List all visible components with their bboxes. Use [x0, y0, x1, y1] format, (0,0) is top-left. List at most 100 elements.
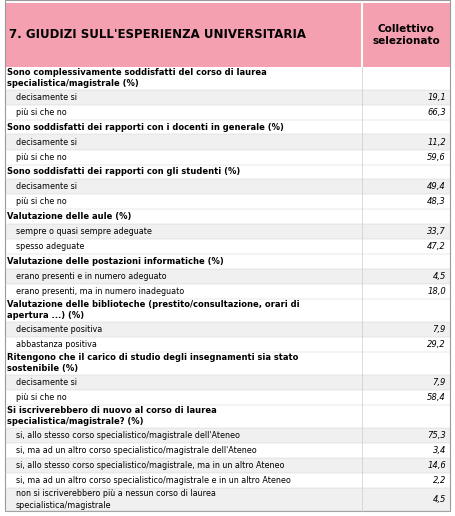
Bar [362, 336, 450, 352]
Text: 7. GIUDIZI SULL'ESPERIENZA UNIVERSITARIA: 7. GIUDIZI SULL'ESPERIENZA UNIVERSITARIA [9, 28, 306, 41]
Bar [5, 428, 362, 443]
Bar [5, 90, 362, 105]
Text: si, ma ad un altro corso specialistico/magistrale e in un altro Ateneo: si, ma ad un altro corso specialistico/m… [16, 476, 291, 485]
Text: più si che no: più si che no [16, 153, 67, 162]
Bar [5, 299, 362, 321]
Bar [362, 254, 450, 268]
Bar [5, 488, 362, 511]
Text: non si iscriverebbero più a nessun corso di laurea
specialistica/magistrale: non si iscriverebbero più a nessun corso… [16, 490, 216, 509]
Text: decisamente si: decisamente si [16, 378, 77, 386]
Bar [5, 473, 362, 488]
Text: abbastanza positiva: abbastanza positiva [16, 340, 97, 349]
Bar [5, 336, 362, 352]
Text: più si che no: più si che no [16, 108, 67, 117]
Text: decisamente si: decisamente si [16, 182, 77, 191]
Bar [362, 3, 450, 67]
Bar [362, 428, 450, 443]
Text: 58,4: 58,4 [427, 393, 446, 402]
Text: 66,3: 66,3 [427, 108, 446, 117]
Text: Sono complessivamente soddisfatti del corso di laurea
specialistica/magistrale (: Sono complessivamente soddisfatti del co… [7, 69, 267, 88]
Text: Ritengono che il carico di studio degli insegnamenti sia stato
sostenibile (%): Ritengono che il carico di studio degli … [7, 353, 298, 373]
Text: Sono soddisfatti dei rapporti con i docenti in generale (%): Sono soddisfatti dei rapporti con i doce… [7, 123, 284, 132]
Text: più si che no: più si che no [16, 393, 67, 402]
Text: 49,4: 49,4 [427, 182, 446, 191]
Bar [5, 105, 362, 120]
Bar [362, 375, 450, 390]
Text: Valutazione delle aule (%): Valutazione delle aule (%) [7, 212, 131, 221]
Text: 14,6: 14,6 [427, 461, 446, 470]
Bar [5, 135, 362, 150]
Bar [5, 67, 362, 90]
Bar [5, 239, 362, 254]
Text: Sono soddisfatti dei rapporti con gli studenti (%): Sono soddisfatti dei rapporti con gli st… [7, 168, 240, 176]
Bar [5, 3, 450, 67]
Bar [5, 150, 362, 165]
Bar [362, 120, 450, 135]
Text: 47,2: 47,2 [427, 242, 446, 251]
Bar [362, 473, 450, 488]
Text: si, ma ad un altro corso specialistico/magistrale dell'Ateneo: si, ma ad un altro corso specialistico/m… [16, 446, 257, 455]
Text: 48,3: 48,3 [427, 198, 446, 206]
Bar [362, 299, 450, 321]
Text: spesso adeguate: spesso adeguate [16, 242, 84, 251]
Bar [362, 179, 450, 195]
Bar [5, 195, 362, 209]
Bar [362, 488, 450, 511]
Text: 4,5: 4,5 [433, 271, 446, 281]
Text: si, allo stesso corso specialistico/magistrale dell'Ateneo: si, allo stesso corso specialistico/magi… [16, 431, 240, 440]
Text: 19,1: 19,1 [427, 93, 446, 102]
Bar [5, 390, 362, 405]
Text: 11,2: 11,2 [427, 138, 446, 147]
Bar [362, 390, 450, 405]
Text: decisamente positiva: decisamente positiva [16, 325, 102, 334]
Bar [362, 405, 450, 428]
Bar [5, 254, 362, 268]
Text: 7,9: 7,9 [433, 378, 446, 386]
Bar [5, 405, 362, 428]
Bar [362, 209, 450, 224]
Bar [362, 458, 450, 473]
Bar [5, 284, 362, 299]
Text: erano presenti, ma in numero inadeguato: erano presenti, ma in numero inadeguato [16, 287, 184, 296]
Bar [362, 135, 450, 150]
Text: 7,9: 7,9 [433, 325, 446, 334]
Text: si, allo stesso corso specialistico/magistrale, ma in un altro Ateneo: si, allo stesso corso specialistico/magi… [16, 461, 284, 470]
Text: decisamente si: decisamente si [16, 93, 77, 102]
Bar [362, 195, 450, 209]
Text: 75,3: 75,3 [427, 431, 446, 440]
Bar [5, 165, 362, 179]
Text: sempre o quasi sempre adeguate: sempre o quasi sempre adeguate [16, 227, 152, 236]
Bar [362, 224, 450, 239]
Bar [5, 120, 362, 135]
Bar [362, 150, 450, 165]
Bar [362, 443, 450, 458]
Text: decisamente si: decisamente si [16, 138, 77, 147]
Text: 59,6: 59,6 [427, 153, 446, 162]
Bar [362, 105, 450, 120]
Text: 2,2: 2,2 [433, 476, 446, 485]
Bar [5, 458, 362, 473]
Bar [5, 443, 362, 458]
Bar [5, 352, 362, 375]
Bar [362, 90, 450, 105]
Bar [5, 321, 362, 336]
Bar [362, 321, 450, 336]
Bar [362, 352, 450, 375]
Bar [5, 268, 362, 284]
Text: 33,7: 33,7 [427, 227, 446, 236]
Text: 29,2: 29,2 [427, 340, 446, 349]
Bar [5, 209, 362, 224]
Text: Collettivo
selezionato: Collettivo selezionato [372, 24, 440, 45]
Text: Valutazione delle biblioteche (prestito/consultazione, orari di
apertura ...) (%: Valutazione delle biblioteche (prestito/… [7, 300, 299, 320]
Text: Si iscriverebbero di nuovo al corso di laurea
specialistica/magistrale? (%): Si iscriverebbero di nuovo al corso di l… [7, 406, 217, 426]
Bar [362, 239, 450, 254]
Text: erano presenti e in numero adeguato: erano presenti e in numero adeguato [16, 271, 167, 281]
Bar [5, 179, 362, 195]
Text: 4,5: 4,5 [433, 495, 446, 504]
Text: 18,0: 18,0 [427, 287, 446, 296]
Bar [362, 284, 450, 299]
Bar [362, 268, 450, 284]
Text: Valutazione delle postazioni informatiche (%): Valutazione delle postazioni informatich… [7, 257, 223, 266]
Bar [5, 224, 362, 239]
Bar [5, 375, 362, 390]
